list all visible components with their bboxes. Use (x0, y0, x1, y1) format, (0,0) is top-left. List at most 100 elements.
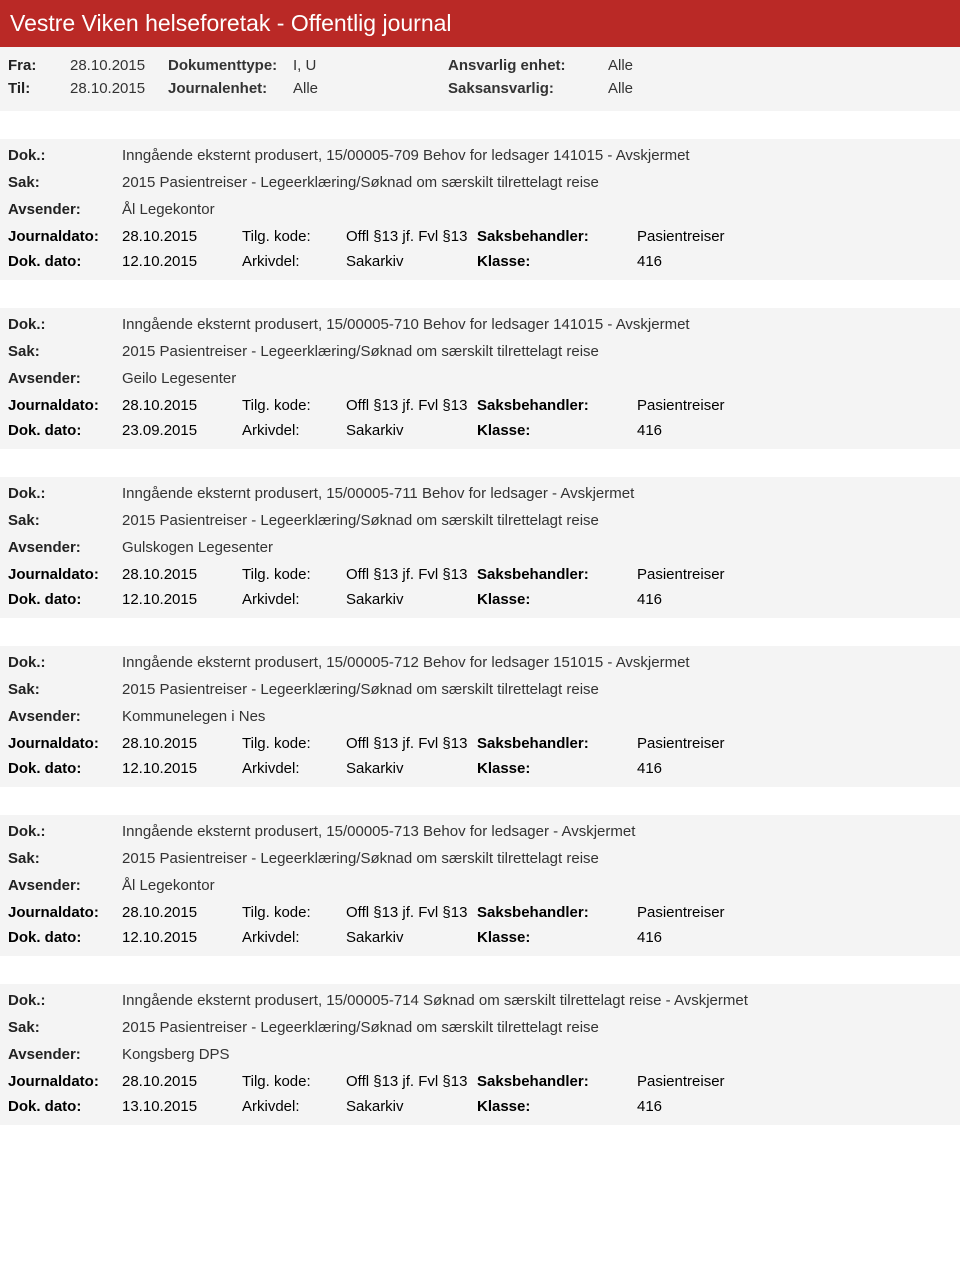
fra-label: Fra: (8, 57, 70, 74)
avsender-label: Avsender: (8, 539, 122, 556)
doktype-value: I, U (293, 57, 448, 74)
dokdato-value: 12.10.2015 (122, 929, 242, 946)
saksbehandler-value: Pasientreiser (637, 566, 725, 583)
dokdato-value: 12.10.2015 (122, 253, 242, 270)
journaldato-value: 28.10.2015 (122, 397, 242, 414)
journal-entry: Dok.: Inngående eksternt produsert, 15/0… (0, 139, 960, 280)
journaldato-label: Journaldato: (8, 228, 122, 245)
dok-value: Inngående eksternt produsert, 15/00005-7… (122, 147, 690, 164)
saksbehandler-value: Pasientreiser (637, 397, 725, 414)
sak-label: Sak: (8, 343, 122, 360)
journaldato-value: 28.10.2015 (122, 566, 242, 583)
dokdato-label: Dok. dato: (8, 929, 122, 946)
saksansvarlig-value: Alle (608, 80, 633, 97)
saksbehandler-value: Pasientreiser (637, 735, 725, 752)
dok-label: Dok.: (8, 992, 122, 1009)
saksbehandler-label: Saksbehandler: (477, 566, 637, 583)
arkivdel-label: Arkivdel: (242, 1098, 346, 1115)
saksbehandler-value: Pasientreiser (637, 904, 725, 921)
saksbehandler-value: Pasientreiser (637, 228, 725, 245)
tilgkode-label: Tilg. kode: (242, 566, 346, 583)
dokdato-label: Dok. dato: (8, 591, 122, 608)
dok-value: Inngående eksternt produsert, 15/00005-7… (122, 654, 690, 671)
dokdato-label: Dok. dato: (8, 422, 122, 439)
sak-label: Sak: (8, 1019, 122, 1036)
journaldato-label: Journaldato: (8, 735, 122, 752)
dokdato-value: 23.09.2015 (122, 422, 242, 439)
saksbehandler-value: Pasientreiser (637, 1073, 725, 1090)
dok-label: Dok.: (8, 485, 122, 502)
klasse-value: 416 (637, 760, 662, 777)
dokdato-label: Dok. dato: (8, 760, 122, 777)
arkivdel-value: Sakarkiv (346, 1098, 477, 1115)
arkivdel-value: Sakarkiv (346, 422, 477, 439)
journaldato-label: Journaldato: (8, 1073, 122, 1090)
dok-label: Dok.: (8, 654, 122, 671)
arkivdel-value: Sakarkiv (346, 253, 477, 270)
klasse-label: Klasse: (477, 1098, 637, 1115)
saksbehandler-label: Saksbehandler: (477, 904, 637, 921)
arkivdel-value: Sakarkiv (346, 929, 477, 946)
avsender-value: Ål Legekontor (122, 877, 215, 894)
saksbehandler-label: Saksbehandler: (477, 735, 637, 752)
journaldato-value: 28.10.2015 (122, 904, 242, 921)
sak-value: 2015 Pasientreiser - Legeerklæring/Søkna… (122, 681, 599, 698)
journaldato-value: 28.10.2015 (122, 1073, 242, 1090)
dokdato-value: 13.10.2015 (122, 1098, 242, 1115)
avsender-value: Kongsberg DPS (122, 1046, 230, 1063)
tilgkode-label: Tilg. kode: (242, 1073, 346, 1090)
dok-label: Dok.: (8, 823, 122, 840)
journaldato-label: Journaldato: (8, 566, 122, 583)
sak-label: Sak: (8, 512, 122, 529)
doktype-label: Dokumenttype: (168, 57, 293, 74)
tilgkode-value: Offl §13 jf. Fvl §13 (346, 904, 477, 921)
dokdato-label: Dok. dato: (8, 1098, 122, 1115)
arkivdel-label: Arkivdel: (242, 760, 346, 777)
avsender-label: Avsender: (8, 370, 122, 387)
sak-value: 2015 Pasientreiser - Legeerklæring/Søkna… (122, 174, 599, 191)
avsender-label: Avsender: (8, 201, 122, 218)
avsender-value: Ål Legekontor (122, 201, 215, 218)
dok-label: Dok.: (8, 316, 122, 333)
journal-entry: Dok.: Inngående eksternt produsert, 15/0… (0, 646, 960, 787)
journaldato-label: Journaldato: (8, 904, 122, 921)
arkivdel-label: Arkivdel: (242, 591, 346, 608)
sak-label: Sak: (8, 174, 122, 191)
saksbehandler-label: Saksbehandler: (477, 397, 637, 414)
dokdato-value: 12.10.2015 (122, 591, 242, 608)
saksbehandler-label: Saksbehandler: (477, 1073, 637, 1090)
sak-label: Sak: (8, 681, 122, 698)
dok-value: Inngående eksternt produsert, 15/00005-7… (122, 823, 635, 840)
journaldato-label: Journaldato: (8, 397, 122, 414)
dokdato-label: Dok. dato: (8, 253, 122, 270)
tilgkode-value: Offl §13 jf. Fvl §13 (346, 566, 477, 583)
klasse-label: Klasse: (477, 591, 637, 608)
avsender-label: Avsender: (8, 877, 122, 894)
ansvarlig-value: Alle (608, 57, 633, 74)
page-title: Vestre Viken helseforetak - Offentlig jo… (0, 0, 960, 47)
arkivdel-value: Sakarkiv (346, 760, 477, 777)
avsender-label: Avsender: (8, 708, 122, 725)
klasse-value: 416 (637, 929, 662, 946)
klasse-value: 416 (637, 253, 662, 270)
ansvarlig-label: Ansvarlig enhet: (448, 57, 608, 74)
fra-value: 28.10.2015 (70, 57, 168, 74)
avsender-value: Geilo Legesenter (122, 370, 236, 387)
klasse-value: 416 (637, 422, 662, 439)
journalenhet-label: Journalenhet: (168, 80, 293, 97)
dok-value: Inngående eksternt produsert, 15/00005-7… (122, 992, 748, 1009)
klasse-label: Klasse: (477, 760, 637, 777)
journal-entry: Dok.: Inngående eksternt produsert, 15/0… (0, 815, 960, 956)
avsender-value: Kommunelegen i Nes (122, 708, 265, 725)
journal-entry: Dok.: Inngående eksternt produsert, 15/0… (0, 477, 960, 618)
tilgkode-value: Offl §13 jf. Fvl §13 (346, 228, 477, 245)
arkivdel-label: Arkivdel: (242, 253, 346, 270)
journalenhet-value: Alle (293, 80, 448, 97)
dokdato-value: 12.10.2015 (122, 760, 242, 777)
dok-value: Inngående eksternt produsert, 15/00005-7… (122, 316, 690, 333)
avsender-value: Gulskogen Legesenter (122, 539, 273, 556)
tilgkode-label: Tilg. kode: (242, 735, 346, 752)
tilgkode-value: Offl §13 jf. Fvl §13 (346, 1073, 477, 1090)
dok-value: Inngående eksternt produsert, 15/00005-7… (122, 485, 634, 502)
tilgkode-label: Tilg. kode: (242, 228, 346, 245)
